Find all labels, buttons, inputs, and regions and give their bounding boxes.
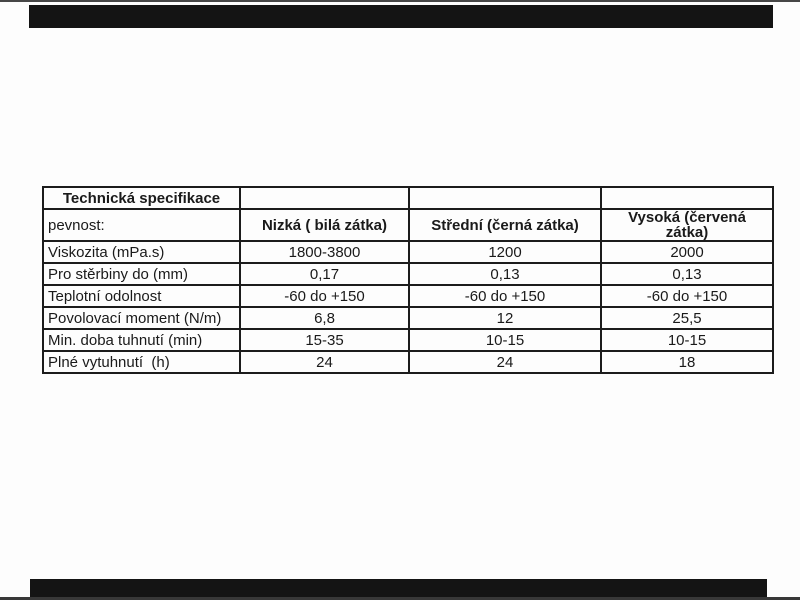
value-cell: -60 do +150 [408, 284, 602, 308]
value-cell: 15-35 [239, 328, 410, 352]
value-cell: -60 do +150 [600, 284, 774, 308]
table-row: Povolovací moment (N/m) 6,8 12 25,5 [42, 306, 774, 330]
value-cell: 24 [239, 350, 410, 374]
value-cell: 12 [408, 306, 602, 330]
row-label-cell: pevnost: [42, 208, 241, 242]
value-cell: 2000 [600, 240, 774, 264]
bottom-redaction-bar [30, 579, 767, 597]
value-cell: 10-15 [408, 328, 602, 352]
spec-table: Technická specifikace pevnost: Nizká ( b… [42, 186, 774, 374]
value-cell: 25,5 [600, 306, 774, 330]
top-edge-line [0, 0, 800, 2]
value-cell: 10-15 [600, 328, 774, 352]
spec-header-cell: Technická specifikace [42, 186, 241, 210]
value-cell: 18 [600, 350, 774, 374]
row-label-cell: Povolovací moment (N/m) [42, 306, 241, 330]
value-cell: -60 do +150 [239, 284, 410, 308]
value-cell: 1200 [408, 240, 602, 264]
value-cell: 0,17 [239, 262, 410, 286]
empty-cell [600, 186, 774, 210]
value-cell: 0,13 [408, 262, 602, 286]
row-label-cell: Pro stěrbiny do (mm) [42, 262, 241, 286]
row-label-cell: Min. doba tuhnutí (min) [42, 328, 241, 352]
table-row: Min. doba tuhnutí (min) 15-35 10-15 10-1… [42, 328, 774, 352]
top-redaction-bar [29, 5, 773, 28]
empty-cell [408, 186, 602, 210]
bottom-edge-line [0, 597, 800, 600]
value-cell: 24 [408, 350, 602, 374]
value-cell: 1800-3800 [239, 240, 410, 264]
table-row-spec-header: Technická specifikace [42, 186, 774, 210]
variant-header-cell: Nizká ( bilá zátka) [239, 208, 410, 242]
empty-cell [239, 186, 410, 210]
table-row: Pro stěrbiny do (mm) 0,17 0,13 0,13 [42, 262, 774, 286]
table-row: Plné vytuhnutí (h) 24 24 18 [42, 350, 774, 374]
row-label-cell: Viskozita (mPa.s) [42, 240, 241, 264]
row-label-cell: Teplotní odolnost [42, 284, 241, 308]
variant-header-cell: Střední (černá zátka) [408, 208, 602, 242]
value-cell: 6,8 [239, 306, 410, 330]
table-row: Viskozita (mPa.s) 1800-3800 1200 2000 [42, 240, 774, 264]
variant-header-cell: Vysoká (červená zátka) [600, 208, 774, 242]
value-cell: 0,13 [600, 262, 774, 286]
row-label-cell: Plné vytuhnutí (h) [42, 350, 241, 374]
table-row: Teplotní odolnost -60 do +150 -60 do +15… [42, 284, 774, 308]
table-row-strength: pevnost: Nizká ( bilá zátka) Střední (če… [42, 208, 774, 242]
